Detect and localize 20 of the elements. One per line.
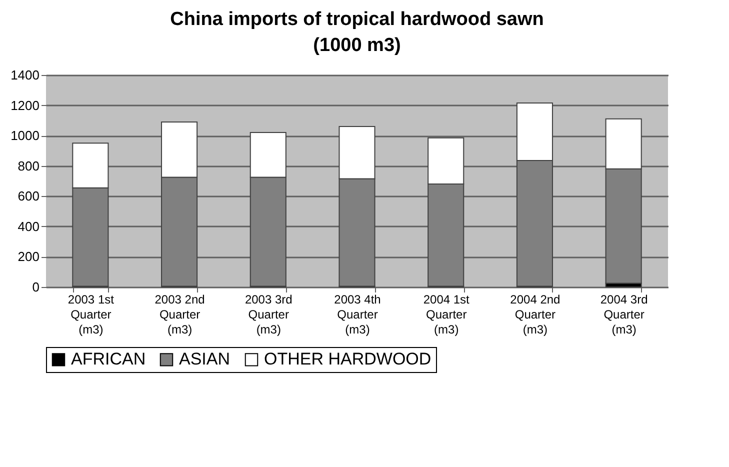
- x-tick-label: 2003 3rd Quarter (m3): [244, 292, 292, 336]
- y-tick-label: 600: [18, 188, 40, 204]
- x-tick-label: 2003 2nd Quarter (m3): [154, 292, 205, 336]
- x-tick-label: 2004 2nd Quarter (m3): [510, 292, 560, 336]
- y-tick-label: 400: [18, 218, 40, 234]
- chart-subtitle: (1000 m3): [313, 35, 401, 56]
- y-tick-label: 0: [32, 280, 40, 294]
- x-tick-label: 2003 4th Quarter (m3): [334, 292, 381, 336]
- legend-label: OTHER HARDWOOD: [264, 350, 432, 369]
- legend-label: ASIAN: [179, 350, 230, 369]
- y-tick-label: 800: [18, 158, 40, 174]
- y-tick-label: 200: [18, 249, 40, 264]
- legend-label: AFRICAN: [71, 350, 146, 369]
- x-tick-label: 2003 1st Quarter (m3): [68, 292, 115, 336]
- x-tick-label: 2004 3rd Quarter (m3): [600, 292, 648, 336]
- x-tick-label: 2004 1st Quarter (m3): [423, 292, 470, 336]
- y-tick-label: 1400: [10, 68, 40, 82]
- y-tick-label: 1200: [10, 98, 40, 113]
- y-tick-label: 1000: [10, 128, 40, 144]
- chart-title: China imports of tropical hardwood sawn: [170, 9, 544, 30]
